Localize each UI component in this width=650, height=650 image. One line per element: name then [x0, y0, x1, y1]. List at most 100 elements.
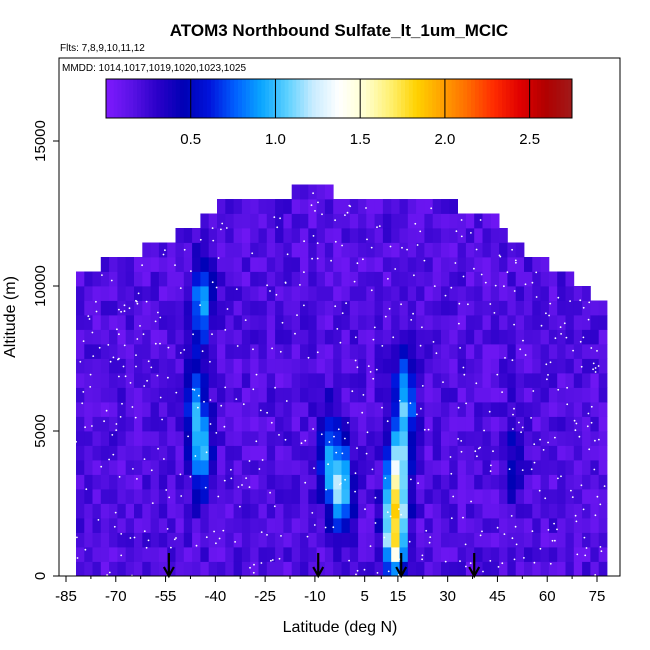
heatmap-cell: [158, 271, 168, 287]
heatmap-cell: [134, 489, 143, 504]
heatmap-cell: [465, 329, 475, 345]
heatmap-cell: [183, 344, 193, 359]
track-point: [540, 324, 543, 327]
heatmap-cell: [573, 358, 583, 374]
heatmap-cell: [125, 329, 135, 345]
heatmap-cell: [76, 416, 85, 432]
track-point: [369, 545, 372, 547]
heatmap-cell: [183, 300, 193, 316]
heatmap-cell: [341, 271, 351, 287]
track-point: [458, 302, 461, 305]
track-point: [275, 293, 278, 296]
heatmap-cell: [457, 329, 467, 345]
heatmap-cell: [142, 402, 151, 417]
heatmap-cell: [150, 358, 160, 374]
colorbar-segment: [389, 79, 394, 118]
track-point: [515, 543, 518, 546]
heatmap-cell: [341, 445, 351, 461]
heatmap-cell: [557, 547, 566, 562]
track-point: [213, 530, 216, 533]
heatmap-cell: [424, 271, 434, 287]
heatmap-cell: [366, 387, 375, 403]
heatmap-cell: [109, 344, 118, 359]
heatmap-cell: [515, 532, 525, 548]
heatmap-cell: [432, 561, 442, 577]
track-point: [362, 394, 365, 396]
heatmap-cell: [532, 402, 541, 417]
heatmap-cell: [465, 242, 475, 258]
track-point: [547, 441, 549, 444]
heatmap-cell: [474, 257, 483, 272]
colorbar-frame: [105, 78, 573, 119]
heatmap-cell: [308, 431, 317, 446]
heatmap-cell: [424, 532, 434, 548]
heatmap-cell: [391, 503, 400, 519]
track-point: [503, 285, 505, 288]
heatmap-cell: [192, 431, 201, 446]
heatmap-cell: [590, 373, 600, 388]
heatmap-cell: [283, 402, 293, 417]
heatmap-cell: [117, 373, 127, 388]
heatmap-cell: [175, 242, 185, 258]
track-point: [459, 347, 461, 349]
heatmap-cell: [482, 503, 492, 519]
heatmap-cell: [540, 547, 550, 562]
track-point: [199, 238, 202, 241]
track-point: [157, 447, 160, 450]
heatmap-cell: [208, 387, 218, 403]
heatmap-cell: [175, 431, 185, 446]
heatmap-cell: [449, 547, 458, 562]
track-point: [136, 478, 138, 480]
heatmap-cell: [217, 228, 226, 243]
heatmap-cell: [134, 329, 143, 345]
heatmap-cell: [217, 445, 226, 461]
track-point: [222, 529, 225, 532]
heatmap-cell: [217, 286, 226, 301]
heatmap-cell: [117, 257, 127, 272]
heatmap-cell: [333, 358, 342, 374]
track-point: [269, 290, 271, 292]
heatmap-cell: [192, 489, 201, 504]
colorbar-segment: [253, 79, 258, 118]
heatmap-cell: [167, 416, 176, 432]
heatmap-cell: [192, 474, 201, 490]
track-point: [114, 511, 117, 514]
heatmap-cell: [565, 474, 575, 490]
track-point: [199, 304, 202, 306]
heatmap-cell: [200, 503, 210, 519]
heatmap-cell: [399, 329, 409, 345]
heatmap-cell: [208, 416, 218, 432]
track-point: [167, 346, 170, 349]
colorbar-segment: [439, 79, 445, 118]
heatmap-cell: [515, 402, 525, 417]
heatmap-cell: [407, 213, 417, 229]
heatmap-cell: [532, 532, 541, 548]
heatmap-cell: [109, 387, 118, 403]
heatmap-cell: [167, 431, 176, 446]
track-point: [475, 382, 478, 385]
track-point: [353, 280, 356, 283]
heatmap-cell: [308, 387, 317, 403]
track-point: [111, 434, 114, 436]
heatmap-cell: [258, 329, 268, 345]
heatmap-cell: [474, 387, 483, 403]
heatmap-cell: [266, 518, 276, 533]
heatmap-cell: [499, 445, 508, 461]
heatmap-cell: [158, 387, 168, 403]
track-point: [539, 547, 542, 550]
heatmap-cell: [349, 474, 359, 490]
heatmap-cell: [266, 344, 276, 359]
track-point: [274, 386, 276, 389]
heatmap-cell: [241, 489, 251, 504]
heatmap-cell: [233, 503, 243, 519]
heatmap-cell: [391, 228, 400, 243]
heatmap-cell: [457, 271, 467, 287]
colorbar-segment: [280, 79, 286, 118]
track-point: [84, 426, 86, 429]
heatmap-cell: [192, 416, 201, 432]
heatmap-cell: [142, 561, 151, 577]
heatmap-cell: [308, 518, 317, 533]
heatmap-cell: [100, 329, 110, 345]
heatmap-cell: [532, 315, 541, 330]
heatmap-cell: [76, 387, 85, 403]
